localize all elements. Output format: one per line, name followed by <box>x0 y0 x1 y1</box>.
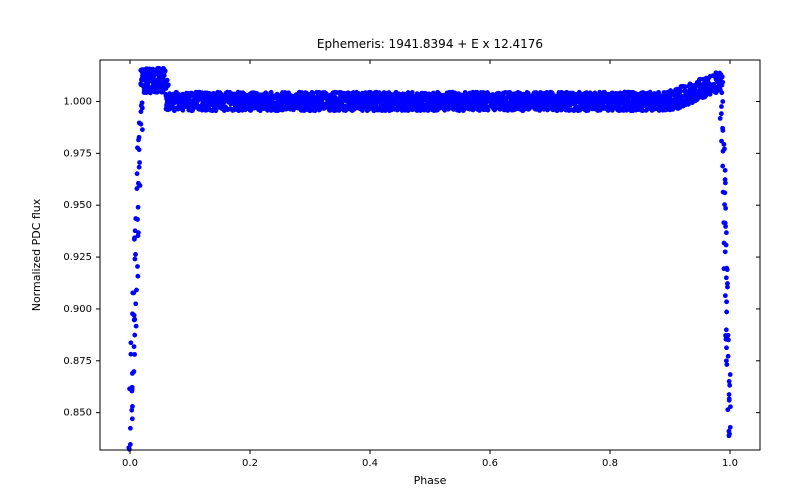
data-point <box>719 90 724 95</box>
data-point <box>727 429 732 434</box>
data-point <box>132 313 137 318</box>
data-point <box>719 104 724 109</box>
data-point <box>728 372 733 377</box>
data-point <box>727 383 732 388</box>
data-point <box>722 142 727 147</box>
data-point <box>139 109 144 114</box>
data-point <box>721 220 726 225</box>
data-point <box>724 327 729 332</box>
data-point <box>155 90 160 95</box>
data-point <box>135 171 140 176</box>
y-tick-label: 0.950 <box>63 200 92 211</box>
data-point <box>723 249 728 254</box>
data-point <box>727 392 732 397</box>
chart-title: Ephemeris: 1941.8394 + E x 12.4176 <box>317 37 543 51</box>
x-tick-label: 0.2 <box>242 458 258 469</box>
x-tick-label: 1.0 <box>722 458 738 469</box>
chart-container: 0.0 0.2 0.4 0.6 0.8 1.0 0.850 0.875 0.900 0.925 0… <box>0 0 800 500</box>
data-point <box>127 447 132 452</box>
plot-background <box>100 60 760 450</box>
data-point <box>132 237 137 242</box>
data-point <box>130 290 135 295</box>
data-point <box>133 301 138 306</box>
y-axis-label: Normalized PDC flux <box>30 198 43 311</box>
data-point <box>166 82 171 87</box>
data-point <box>133 228 138 233</box>
data-point <box>132 344 137 349</box>
data-point <box>130 385 135 390</box>
data-point <box>138 122 143 127</box>
data-point <box>130 416 135 421</box>
x-tick-label: 0.4 <box>362 458 378 469</box>
data-point <box>724 275 729 280</box>
data-point <box>135 217 140 222</box>
data-point <box>719 111 724 116</box>
data-point <box>725 285 730 290</box>
data-point <box>137 160 142 165</box>
data-point <box>128 426 133 431</box>
data-point <box>135 264 140 269</box>
data-point <box>667 95 672 100</box>
data-point <box>722 266 727 271</box>
data-point <box>132 317 137 322</box>
data-point <box>130 371 135 376</box>
data-point <box>162 69 167 74</box>
data-point <box>720 99 725 104</box>
data-point <box>724 345 729 350</box>
data-point <box>137 135 142 140</box>
data-point <box>162 80 167 85</box>
y-tick-label: 0.925 <box>63 252 92 263</box>
data-point <box>137 165 142 170</box>
data-point <box>724 362 729 367</box>
data-point <box>720 164 725 169</box>
data-point <box>724 337 729 342</box>
data-point <box>718 116 723 121</box>
data-point <box>668 88 673 93</box>
data-point <box>135 145 140 150</box>
x-axis-label: Phase <box>414 474 447 487</box>
data-point <box>720 83 725 88</box>
data-point <box>722 146 727 151</box>
x-tick-label: 0.8 <box>602 458 618 469</box>
data-point <box>128 340 133 345</box>
y-tick-label: 1.000 <box>63 96 92 107</box>
data-point <box>724 310 729 315</box>
data-point <box>723 168 728 173</box>
data-point <box>136 181 141 186</box>
data-point <box>724 230 729 235</box>
data-point <box>136 205 141 210</box>
data-point <box>724 299 729 304</box>
data-point <box>724 243 729 248</box>
data-point <box>720 128 725 133</box>
data-point <box>132 257 137 262</box>
data-point <box>146 78 151 83</box>
data-point <box>723 181 728 186</box>
data-point <box>486 108 491 113</box>
data-point <box>723 293 728 298</box>
data-point <box>720 74 725 79</box>
data-point <box>728 404 733 409</box>
data-point <box>727 398 732 403</box>
y-tick-label: 0.975 <box>63 148 92 159</box>
data-point <box>139 103 144 108</box>
data-point <box>128 352 133 357</box>
data-point <box>134 324 139 329</box>
y-tick-label: 0.850 <box>63 408 92 419</box>
data-point <box>726 354 731 359</box>
x-tick-label: 0.6 <box>482 458 498 469</box>
data-point <box>721 190 726 195</box>
data-point <box>132 333 137 338</box>
y-tick-label: 0.900 <box>63 304 92 315</box>
data-point <box>128 442 133 447</box>
y-tick-label: 0.875 <box>63 356 92 367</box>
data-point <box>722 202 727 207</box>
data-point <box>140 127 145 132</box>
data-point <box>129 408 134 413</box>
data-point <box>677 89 682 94</box>
data-point <box>136 233 141 238</box>
data-point <box>135 274 140 279</box>
x-tick-label: 0.0 <box>122 458 138 469</box>
phase-flux-scatter: 0.0 0.2 0.4 0.6 0.8 1.0 0.850 0.875 0.900 0.925 0… <box>0 0 800 500</box>
data-point <box>133 252 138 257</box>
